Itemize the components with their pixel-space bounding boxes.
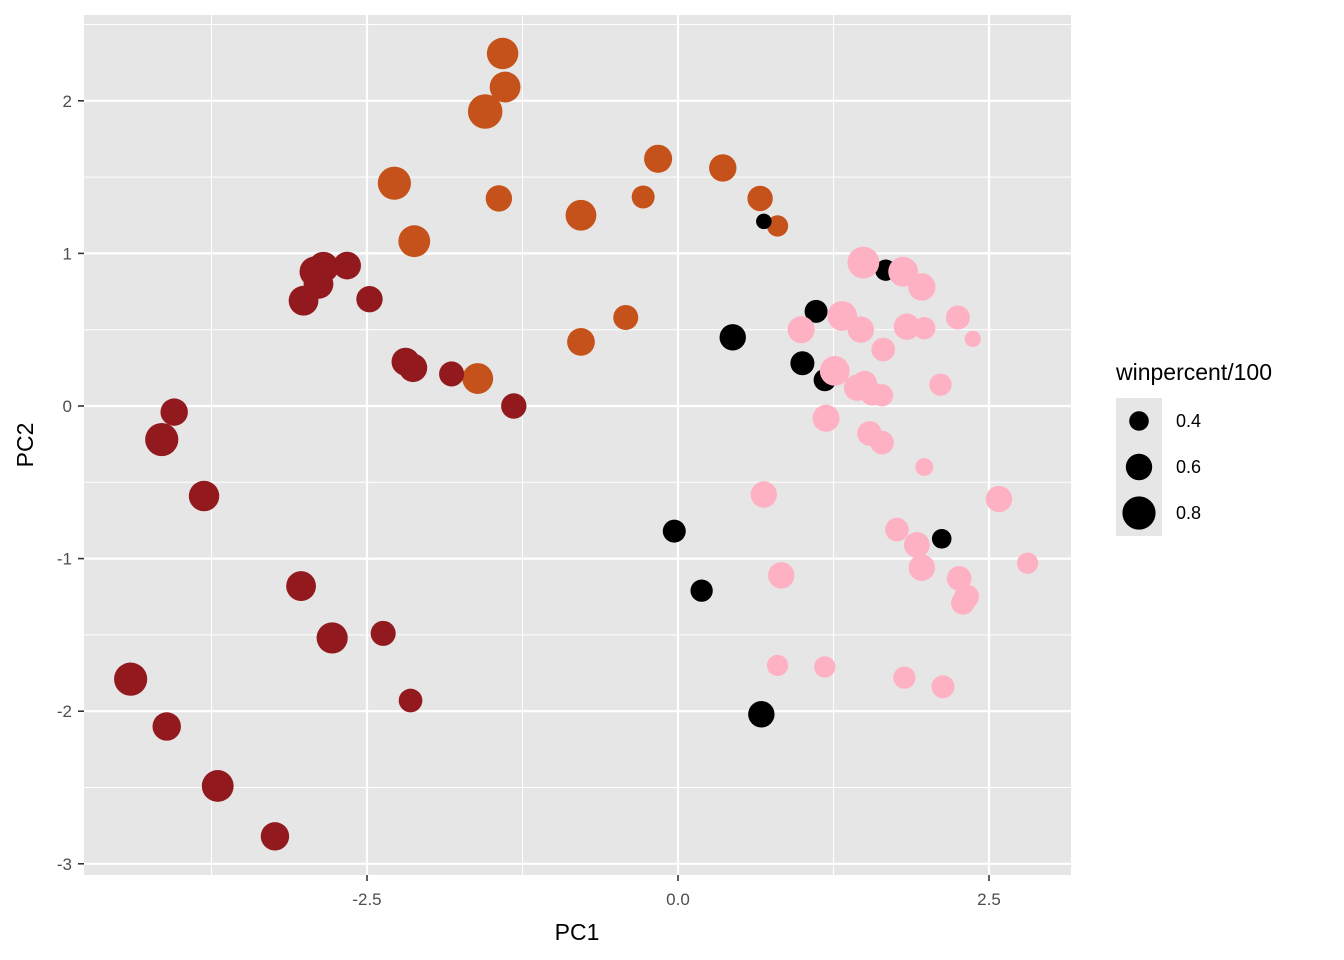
data-point — [814, 656, 836, 678]
legend-entries: 0.4 0.6 0.8 — [1116, 398, 1201, 536]
legend-key-symbol — [1122, 496, 1156, 530]
data-point — [812, 404, 840, 432]
data-point — [766, 654, 789, 677]
data-point — [766, 215, 789, 237]
data-point — [787, 316, 815, 344]
data-point — [398, 225, 431, 258]
axis-ticks — [78, 100, 990, 881]
data-point — [489, 71, 521, 103]
data-point — [188, 480, 220, 512]
y-tick-label: 0 — [63, 397, 72, 416]
size-legend: winpercent/100 0.4 0.6 0.8 — [1115, 359, 1272, 536]
data-point — [377, 166, 411, 200]
data-point — [398, 688, 423, 713]
data-point — [750, 481, 778, 508]
y-tick-label: -1 — [57, 550, 72, 569]
data-point — [931, 528, 952, 549]
data-point — [893, 313, 921, 340]
minor-gridlines — [84, 15, 1071, 875]
data-point — [662, 519, 686, 543]
data-point — [631, 185, 655, 209]
data-point — [567, 328, 595, 356]
data-point — [819, 356, 850, 386]
data-point — [719, 324, 746, 351]
plot-panel — [84, 15, 1071, 875]
data-point — [145, 422, 179, 457]
data-point — [201, 770, 234, 802]
legend-label: 0.8 — [1176, 503, 1201, 523]
legend-title: winpercent/100 — [1115, 359, 1272, 385]
y-tick-label: -3 — [57, 855, 72, 874]
data-point — [847, 316, 875, 343]
data-point — [439, 361, 465, 387]
data-point — [915, 458, 934, 476]
data-points — [114, 37, 1039, 851]
data-point — [288, 285, 319, 316]
data-point — [847, 246, 880, 279]
data-point — [114, 662, 148, 696]
data-point — [286, 571, 316, 601]
data-point — [964, 330, 981, 347]
data-point — [370, 620, 396, 646]
x-tick-label: -2.5 — [352, 890, 381, 909]
data-point — [1016, 552, 1039, 574]
data-point — [756, 213, 772, 230]
data-point — [951, 591, 975, 615]
data-point — [467, 94, 503, 129]
data-point — [768, 562, 795, 589]
data-point — [748, 701, 775, 728]
legend-key-symbol — [1129, 411, 1149, 431]
tick-labels: -2.5 0.0 2.5 -3 -2 -1 0 1 2 — [57, 92, 1001, 909]
data-point — [790, 351, 815, 376]
x-axis-title: PC1 — [555, 919, 600, 945]
y-tick-label: 1 — [63, 244, 72, 263]
data-point — [871, 337, 896, 362]
legend-label: 0.4 — [1176, 411, 1201, 431]
legend-key-symbol — [1125, 453, 1153, 481]
y-axis-title: PC2 — [12, 423, 38, 468]
x-tick-label: 2.5 — [977, 890, 1001, 909]
data-point — [885, 517, 909, 542]
data-point — [804, 299, 828, 323]
data-point — [985, 485, 1013, 513]
y-tick-label: -2 — [57, 702, 72, 721]
data-point — [908, 273, 936, 301]
x-tick-label: 0.0 — [666, 890, 690, 909]
data-point — [333, 251, 361, 280]
major-gridlines — [84, 15, 1071, 875]
data-point — [356, 285, 383, 313]
data-point — [486, 37, 519, 70]
data-point — [260, 822, 290, 851]
data-point — [462, 363, 494, 394]
data-point — [870, 430, 894, 455]
data-point — [152, 712, 181, 741]
data-point — [485, 185, 513, 212]
data-point — [931, 675, 955, 699]
legend-label: 0.6 — [1176, 457, 1201, 477]
data-point — [565, 199, 597, 231]
data-point — [903, 532, 930, 558]
data-point — [929, 373, 952, 396]
data-point — [709, 154, 737, 182]
data-point — [893, 666, 916, 689]
data-point — [945, 305, 970, 330]
data-point — [398, 353, 428, 383]
data-point — [316, 622, 348, 654]
data-point — [870, 384, 894, 407]
data-point — [501, 393, 527, 419]
data-point — [644, 144, 673, 173]
data-point — [913, 317, 936, 340]
data-point — [690, 579, 713, 602]
data-point — [747, 185, 773, 212]
data-point — [613, 304, 639, 331]
y-tick-label: 2 — [63, 92, 72, 111]
data-point — [160, 398, 188, 426]
data-point — [908, 554, 936, 581]
